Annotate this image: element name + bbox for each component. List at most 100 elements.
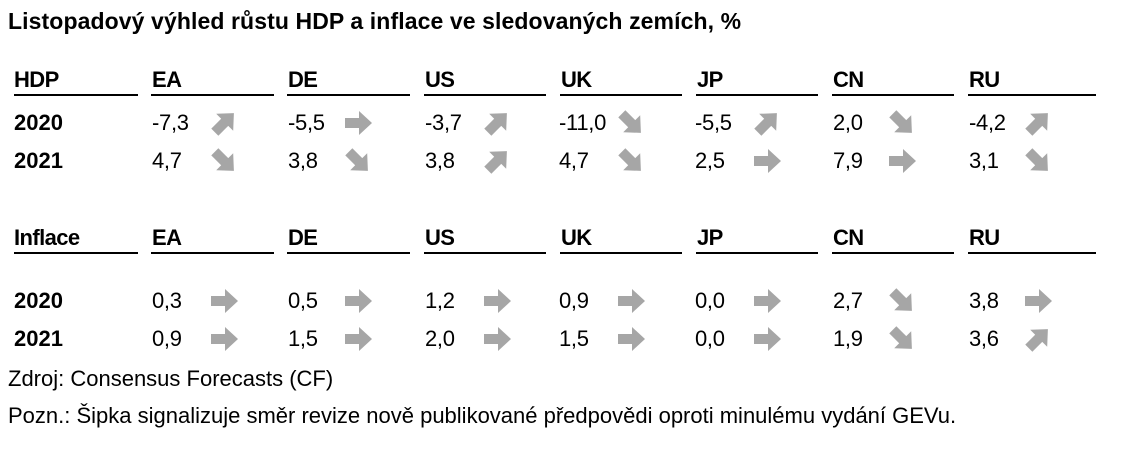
value-ru: 3,6 — [969, 326, 999, 351]
value-de: 1,5 — [288, 326, 318, 351]
right-icon — [1022, 287, 1054, 315]
down-right-icon — [886, 287, 918, 315]
value-cn: 2,7 — [833, 288, 863, 313]
header-rule — [151, 252, 274, 254]
header-rule — [832, 94, 954, 96]
value-de: -5,5 — [288, 110, 325, 135]
value-uk: 1,5 — [559, 326, 589, 351]
value-uk: 0,9 — [559, 288, 589, 313]
inflation-header: Inflace EA DE US UK JP CN RU — [14, 224, 1096, 254]
gdp-table: HDP EA DE US UK JP CN RU 2020 -7,3 -5,5 -3,7 -11,0 -5… — [14, 66, 1096, 180]
value-jp: 2,5 — [695, 148, 725, 173]
down-right-icon — [886, 109, 918, 137]
country-header-cn: CN — [833, 225, 864, 250]
country-header-ea: EA — [152, 225, 182, 250]
header-rule — [424, 252, 546, 254]
header-rule — [968, 94, 1096, 96]
inflation-table: Inflace EA DE US UK JP CN RU 2020 0,3 0,5 1,2 0,9 0,0… — [14, 224, 1096, 358]
down-right-icon — [342, 147, 374, 175]
header-rule — [424, 94, 546, 96]
up-right-icon — [208, 109, 240, 137]
country-header-ea: EA — [152, 67, 182, 92]
gdp-header: HDP EA DE US UK JP CN RU — [14, 66, 1096, 96]
value-ru: -4,2 — [969, 110, 1006, 135]
value-ru: 3,1 — [969, 148, 999, 173]
down-right-icon — [886, 325, 918, 353]
country-header-us: US — [425, 225, 455, 250]
footnote: Pozn.: Šipka signalizuje směr revize nov… — [8, 403, 957, 428]
table-row: 2020 0,3 0,5 1,2 0,9 0,0 2,7 3,8 — [14, 282, 1096, 320]
right-icon — [208, 325, 240, 353]
down-right-icon — [1022, 147, 1054, 175]
inflation-header-label: Inflace — [14, 225, 80, 250]
value-cn: 7,9 — [833, 148, 863, 173]
up-right-icon — [1022, 325, 1054, 353]
value-jp: 0,0 — [695, 326, 725, 351]
up-right-icon — [1022, 109, 1054, 137]
down-right-icon — [615, 109, 647, 137]
right-icon — [208, 287, 240, 315]
table-row: 2020 -7,3 -5,5 -3,7 -11,0 -5,5 2,0 -4,2 — [14, 104, 1096, 142]
row-year-label: 2021 — [14, 326, 63, 351]
value-us: -3,7 — [425, 110, 462, 135]
value-de: 3,8 — [288, 148, 318, 173]
right-icon — [751, 147, 783, 175]
value-uk: -11,0 — [559, 110, 607, 135]
down-right-icon — [615, 147, 647, 175]
right-icon — [342, 325, 374, 353]
value-us: 1,2 — [425, 288, 455, 313]
country-header-de: DE — [288, 225, 318, 250]
value-ea: 4,7 — [152, 148, 182, 173]
country-header-cn: CN — [833, 67, 864, 92]
value-ea: 0,9 — [152, 326, 182, 351]
right-icon — [481, 287, 513, 315]
gdp-header-label: HDP — [14, 67, 59, 92]
right-icon — [751, 325, 783, 353]
header-rule — [560, 252, 682, 254]
value-cn: 1,9 — [833, 326, 863, 351]
country-header-uk: UK — [561, 67, 592, 92]
right-icon — [751, 287, 783, 315]
value-cn: 2,0 — [833, 110, 863, 135]
row-year-label: 2021 — [14, 148, 63, 173]
value-ea: 0,3 — [152, 288, 182, 313]
down-right-icon — [208, 147, 240, 175]
value-uk: 4,7 — [559, 148, 589, 173]
value-ru: 3,8 — [969, 288, 999, 313]
right-icon — [615, 287, 647, 315]
up-right-icon — [481, 147, 513, 175]
table-row: 2021 0,9 1,5 2,0 1,5 0,0 1,9 3,6 — [14, 320, 1096, 358]
header-rule — [14, 252, 138, 254]
country-header-ru: RU — [969, 225, 1000, 250]
right-icon — [342, 109, 374, 137]
value-jp: 0,0 — [695, 288, 725, 313]
header-rule — [696, 252, 818, 254]
header-rule — [968, 252, 1096, 254]
value-jp: -5,5 — [695, 110, 732, 135]
right-icon — [615, 325, 647, 353]
row-year-label: 2020 — [14, 288, 63, 313]
country-header-de: DE — [288, 67, 318, 92]
table-row: 2021 4,7 3,8 3,8 4,7 2,5 7,9 3,1 — [14, 142, 1096, 180]
header-rule — [287, 94, 410, 96]
country-header-ru: RU — [969, 67, 1000, 92]
header-rule — [696, 94, 818, 96]
header-rule — [151, 94, 274, 96]
right-icon — [342, 287, 374, 315]
country-header-uk: UK — [561, 225, 592, 250]
page-title: Listopadový výhled růstu HDP a inflace v… — [8, 8, 742, 34]
source-note: Zdroj: Consensus Forecasts (CF) — [8, 366, 334, 391]
up-right-icon — [751, 109, 783, 137]
header-rule — [560, 94, 682, 96]
right-icon — [886, 147, 918, 175]
header-rule — [287, 252, 410, 254]
up-right-icon — [481, 109, 513, 137]
country-header-us: US — [425, 67, 455, 92]
value-us: 3,8 — [425, 148, 455, 173]
country-header-jp: JP — [697, 225, 723, 250]
value-de: 0,5 — [288, 288, 318, 313]
value-ea: -7,3 — [152, 110, 189, 135]
header-rule — [832, 252, 954, 254]
row-year-label: 2020 — [14, 110, 63, 135]
right-icon — [481, 325, 513, 353]
